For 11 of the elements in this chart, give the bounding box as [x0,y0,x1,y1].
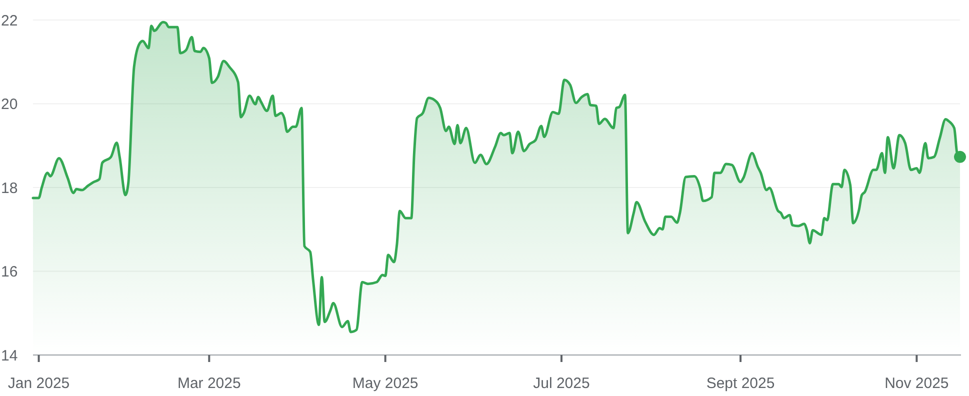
y-tick-label: 14 [1,347,18,364]
x-tick-label: Jul 2025 [533,375,590,392]
x-tick-label: Mar 2025 [177,375,241,392]
x-tick-label: Jan 2025 [8,375,70,392]
x-tick-label: Nov 2025 [884,375,949,392]
y-tick-label: 22 [1,12,18,30]
x-tick-label: Sept 2025 [706,375,775,392]
x-tick-label: May 2025 [352,375,418,392]
y-tick-label: 20 [1,96,18,113]
y-tick-label: 16 [1,264,18,280]
y-tick-label: 18 [1,180,18,197]
